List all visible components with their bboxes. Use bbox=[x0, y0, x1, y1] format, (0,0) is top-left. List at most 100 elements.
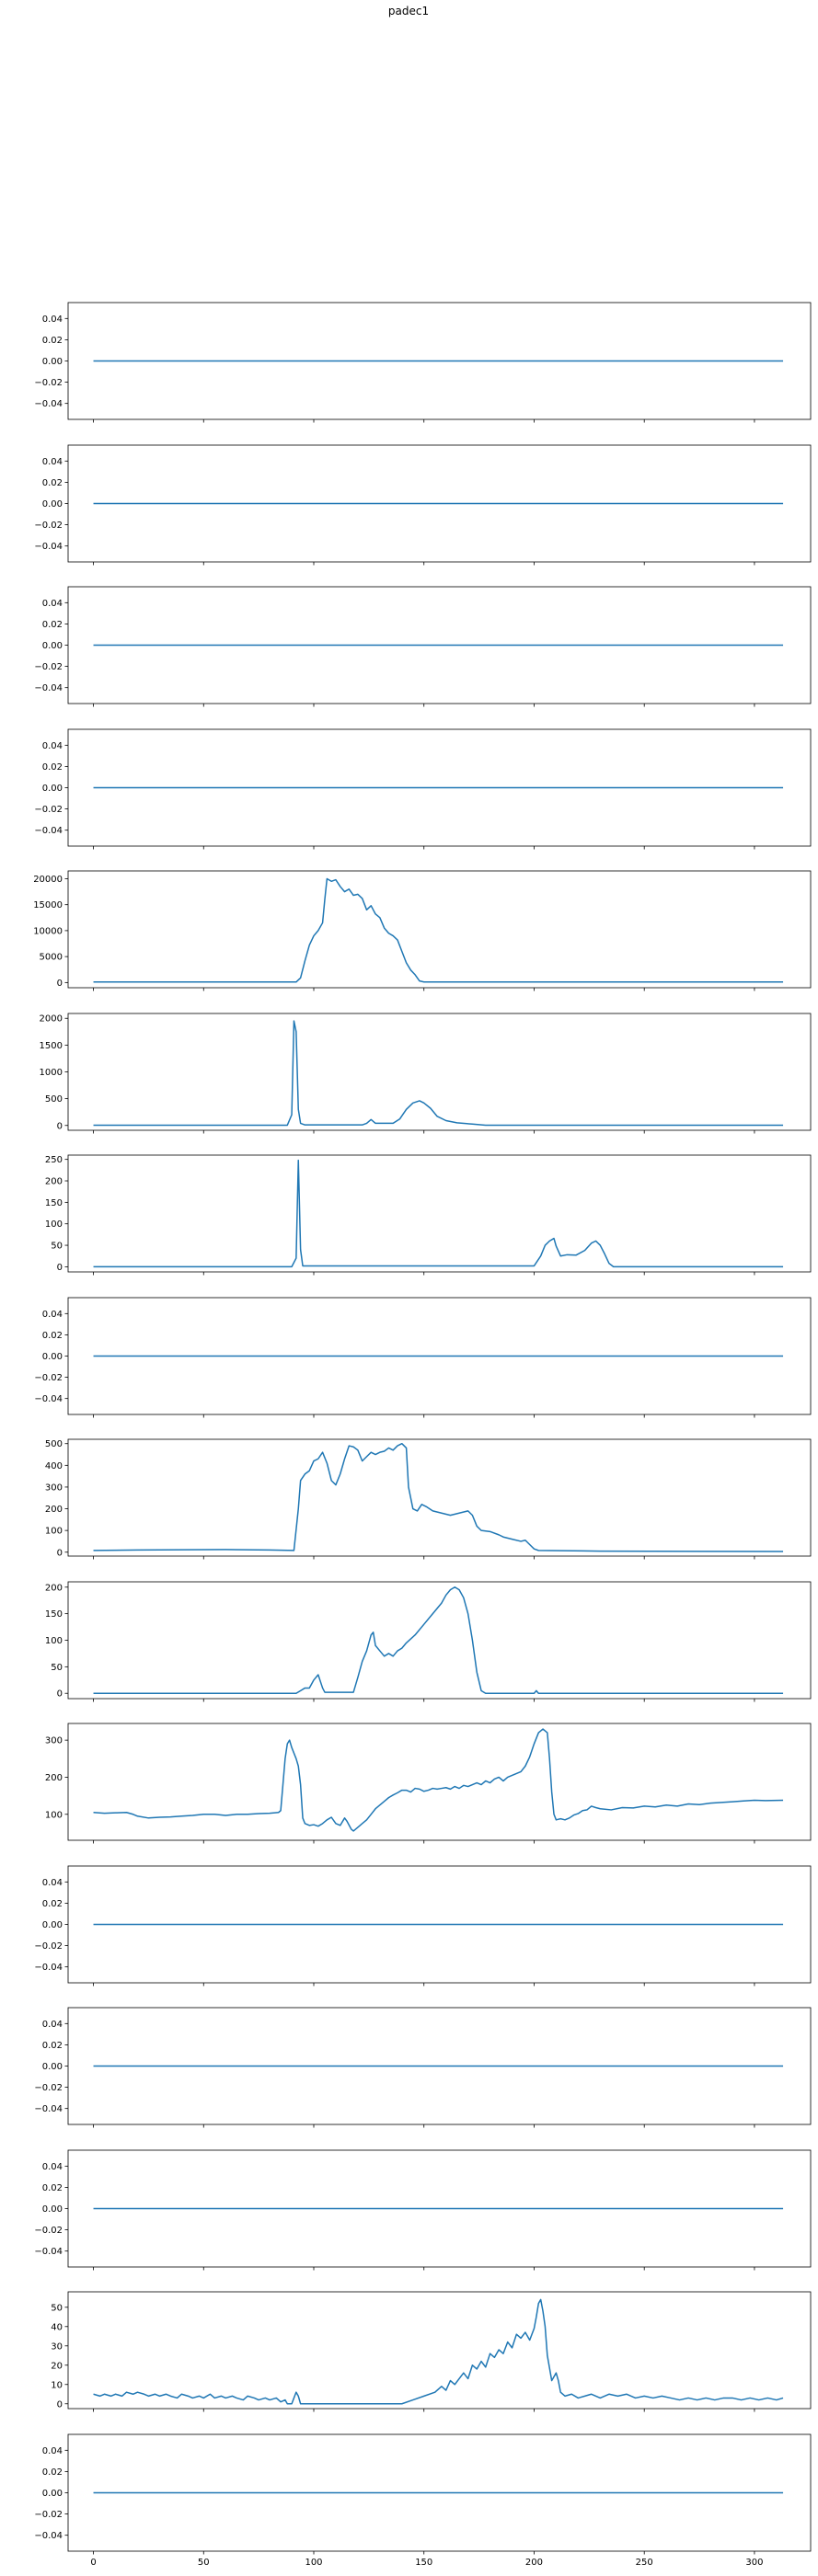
axes-frame bbox=[67, 870, 812, 989]
y-tick-label: 50 bbox=[51, 1242, 63, 1252]
y-tick-label: −0.04 bbox=[34, 399, 63, 409]
y-tick-label: 0.00 bbox=[42, 2204, 63, 2215]
y-tick-label: 0.04 bbox=[42, 2020, 63, 2030]
figure-title: padec1 bbox=[388, 5, 429, 17]
y-tick-label: 0.00 bbox=[42, 357, 63, 367]
axes-frame bbox=[67, 1723, 812, 1841]
subplot-6: 0 500 1000 1500 2000 bbox=[40, 1013, 812, 1134]
y-tick-label: 0 bbox=[57, 979, 63, 989]
y-tick-label: 40 bbox=[51, 2322, 63, 2332]
y-tick-label: 0.00 bbox=[42, 2062, 63, 2072]
axes-frame bbox=[67, 2291, 812, 2410]
y-tick-label: 0.04 bbox=[42, 315, 63, 325]
series-line bbox=[93, 877, 784, 983]
y-tick-label: 500 bbox=[45, 1094, 63, 1105]
y-tick-label: −0.02 bbox=[34, 2226, 63, 2236]
y-tick-label: 100 bbox=[45, 1527, 63, 1537]
y-tick-label: 250 bbox=[45, 1155, 63, 1165]
y-tick-label: 1000 bbox=[40, 1068, 63, 1078]
y-tick-label: 0 bbox=[57, 1689, 63, 1700]
y-tick-label: 0 bbox=[57, 1121, 63, 1131]
y-tick-label: 100 bbox=[45, 1636, 63, 1646]
y-tick-label: 400 bbox=[45, 1461, 63, 1471]
subplot-15: 0 10 20 30 40 50 bbox=[51, 2291, 812, 2412]
axes-frame bbox=[67, 1013, 812, 1131]
y-tick-label: 0.04 bbox=[42, 1878, 63, 1888]
y-tick-label: 1500 bbox=[40, 1041, 63, 1051]
subplot-13: −0.04 −0.02 0.00 0.02 0.04 bbox=[34, 2007, 812, 2128]
subplot-14: −0.04 −0.02 0.00 0.02 0.04 bbox=[34, 2149, 812, 2271]
y-tick-label: 20000 bbox=[33, 875, 63, 885]
x-tick-label: 0 bbox=[90, 2558, 96, 2568]
subplot-5: 0 5000 10000 15000 20000 bbox=[33, 870, 812, 991]
y-tick-label: 0.02 bbox=[42, 2467, 63, 2478]
y-tick-label: 0.02 bbox=[42, 2183, 63, 2193]
axes-frame bbox=[67, 1438, 812, 1557]
y-tick-label: 10000 bbox=[33, 926, 63, 936]
y-tick-label: 15000 bbox=[33, 900, 63, 910]
y-tick-label: 0.02 bbox=[42, 336, 63, 346]
x-tick-label: 300 bbox=[745, 2558, 763, 2568]
y-tick-label: 0.04 bbox=[42, 457, 63, 467]
y-tick-label: 100 bbox=[45, 1219, 63, 1230]
y-tick-label: −0.02 bbox=[34, 378, 63, 388]
y-tick-label: −0.04 bbox=[34, 2531, 63, 2541]
y-tick-label: −0.02 bbox=[34, 662, 63, 672]
y-tick-label: 0.00 bbox=[42, 2489, 63, 2499]
y-tick-label: 0.00 bbox=[42, 1920, 63, 1930]
y-tick-label: 0.04 bbox=[42, 2162, 63, 2172]
y-tick-label: 0.02 bbox=[42, 620, 63, 630]
y-tick-label: 0.00 bbox=[42, 499, 63, 509]
y-tick-label: 0 bbox=[57, 1548, 63, 1558]
subplot-2: −0.04 −0.02 0.00 0.02 0.04 bbox=[34, 444, 812, 566]
y-tick-label: 0.02 bbox=[42, 2041, 63, 2051]
x-tick-label: 150 bbox=[415, 2558, 432, 2568]
series-line bbox=[93, 1159, 784, 1268]
y-tick-label: 5000 bbox=[40, 953, 63, 963]
y-tick-label: 500 bbox=[45, 1439, 63, 1449]
series-line bbox=[93, 1586, 784, 1694]
subplot-9: 0 100 200 300 400 500 bbox=[45, 1438, 812, 1560]
y-tick-label: 300 bbox=[45, 1736, 63, 1746]
y-tick-label: 150 bbox=[45, 1198, 63, 1208]
y-tick-label: 50 bbox=[51, 1663, 63, 1673]
subplot-10: 0 50 100 150 200 bbox=[45, 1581, 812, 1702]
y-tick-label: −0.02 bbox=[34, 805, 63, 815]
y-tick-label: −0.04 bbox=[34, 1963, 63, 1973]
y-tick-label: 100 bbox=[45, 1810, 63, 1820]
series-line bbox=[93, 2298, 784, 2405]
axes-frame bbox=[67, 1154, 812, 1273]
x-tick-label: 100 bbox=[305, 2558, 322, 2568]
y-tick-label: 0.04 bbox=[42, 741, 63, 751]
y-tick-label: 200 bbox=[45, 1773, 63, 1783]
y-tick-label: 0 bbox=[57, 1263, 63, 1273]
y-tick-label: −0.04 bbox=[34, 1394, 63, 1404]
y-tick-label: 0.02 bbox=[42, 1899, 63, 1909]
y-tick-label: −0.02 bbox=[34, 1941, 63, 1952]
y-tick-label: 30 bbox=[51, 2341, 63, 2352]
y-tick-label: 0.00 bbox=[42, 784, 63, 794]
y-tick-label: −0.02 bbox=[34, 2083, 63, 2093]
subplot-7: 0 50 100 150 200 250 bbox=[45, 1154, 812, 1276]
axes-frame bbox=[67, 1581, 812, 1700]
y-tick-label: 10 bbox=[51, 2380, 63, 2390]
series-line bbox=[93, 1442, 784, 1552]
x-tick-label: 50 bbox=[198, 2558, 210, 2568]
y-tick-label: 0.02 bbox=[42, 1331, 63, 1341]
x-tick-label: 200 bbox=[525, 2558, 543, 2568]
y-tick-label: 0.04 bbox=[42, 599, 63, 609]
y-tick-label: 300 bbox=[45, 1483, 63, 1493]
subplot-12: −0.04 −0.02 0.00 0.02 0.04 bbox=[34, 1865, 812, 1986]
x-tick-label: 250 bbox=[636, 2558, 653, 2568]
y-tick-label: −0.04 bbox=[34, 2104, 63, 2114]
y-tick-label: 200 bbox=[45, 1583, 63, 1593]
y-tick-label: −0.02 bbox=[34, 1373, 63, 1383]
y-tick-label: 0.04 bbox=[42, 1310, 63, 1320]
subplot-8: −0.04 −0.02 0.00 0.02 0.04 bbox=[34, 1297, 812, 1418]
series-line bbox=[93, 1728, 784, 1832]
y-tick-label: 200 bbox=[45, 1505, 63, 1515]
y-tick-label: −0.04 bbox=[34, 542, 63, 552]
y-tick-label: 2000 bbox=[40, 1014, 63, 1025]
subplot-4: −0.04 −0.02 0.00 0.02 0.04 bbox=[34, 728, 812, 850]
